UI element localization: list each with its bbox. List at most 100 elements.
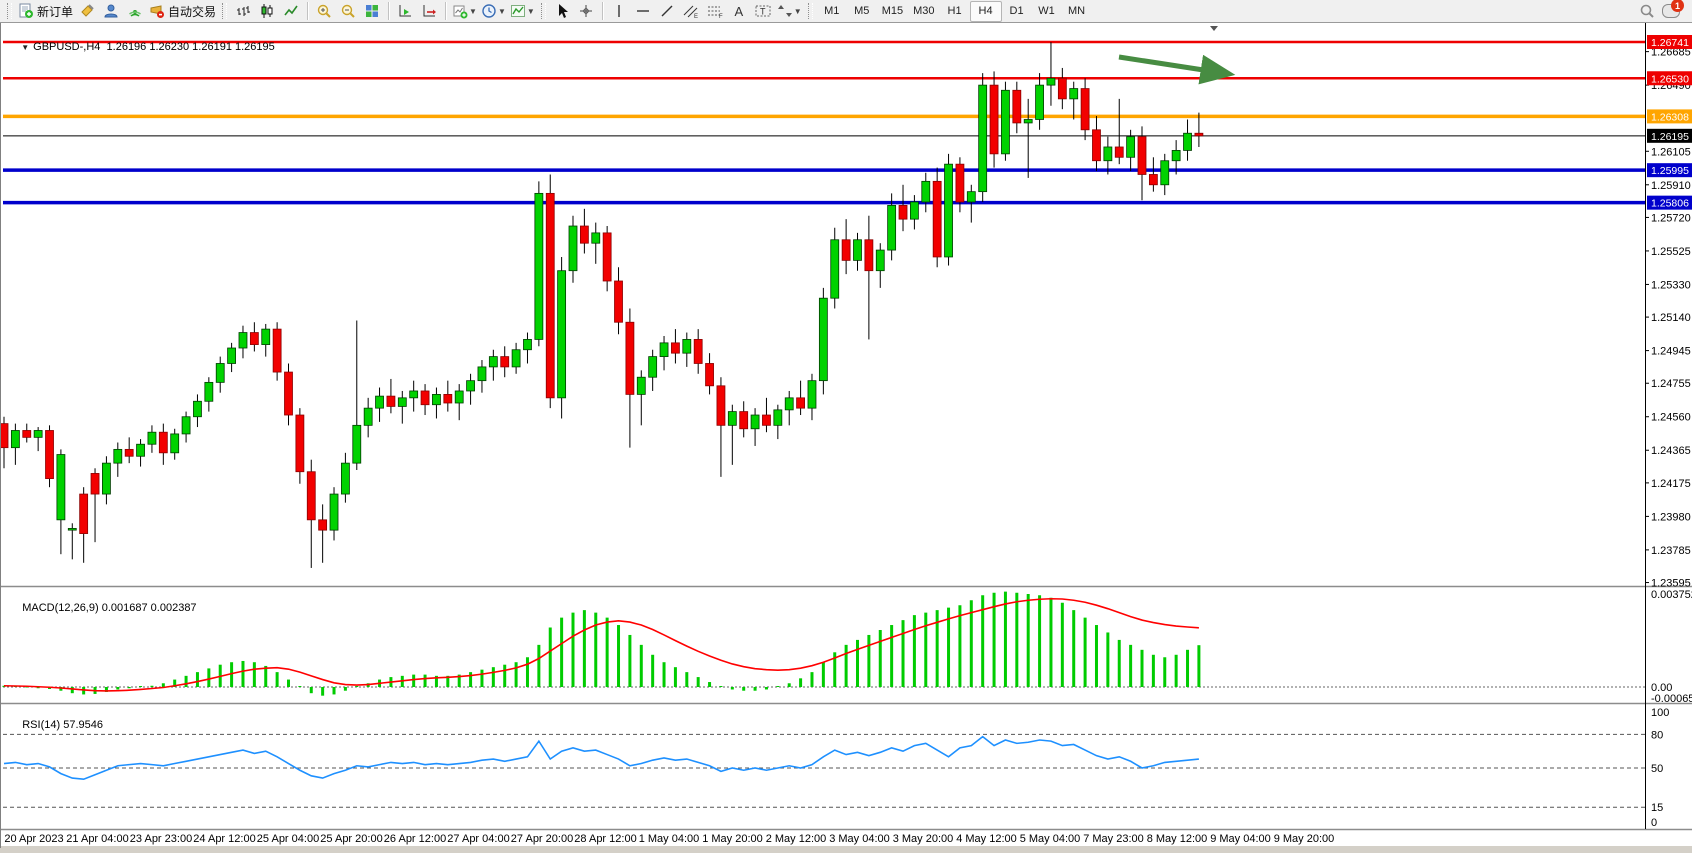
price-tick-label: 1.26685 xyxy=(1651,47,1691,59)
label-icon: T xyxy=(755,5,771,17)
tab-timeframe-h1[interactable]: H1 xyxy=(947,5,962,17)
svg-text:F: F xyxy=(719,14,723,19)
trend-arrow-annotation[interactable] xyxy=(1118,54,1236,85)
candle xyxy=(147,431,157,445)
tab-timeframe-w1[interactable]: W1 xyxy=(1038,5,1055,17)
candle xyxy=(511,349,521,368)
candle xyxy=(523,339,532,351)
notifications-icon: 1 xyxy=(1662,0,1684,18)
candle xyxy=(375,395,384,409)
rsi-axis-label: 80 xyxy=(1651,729,1663,741)
rsi-axis-label: 0 xyxy=(1651,817,1657,829)
candle xyxy=(329,493,339,531)
candle xyxy=(443,394,453,404)
candle xyxy=(420,390,430,406)
price-tick-label: 1.24945 xyxy=(1651,346,1691,358)
price-axis[interactable] xyxy=(1645,51,1649,584)
chart-background xyxy=(1,23,1692,848)
price-badge-label: 1.26741 xyxy=(1651,37,1689,49)
vertical-line-button[interactable] xyxy=(607,1,631,22)
candle xyxy=(659,342,669,358)
crosshair-button[interactable] xyxy=(574,1,598,22)
trendline-button[interactable] xyxy=(655,1,679,22)
fibonacci-button[interactable]: F xyxy=(703,1,727,22)
autotrading-icon xyxy=(150,5,165,18)
indicators-button[interactable]: ▼ xyxy=(508,1,537,22)
price-badge xyxy=(1647,128,1692,143)
autoscroll-button[interactable] xyxy=(393,1,417,22)
add-chart-button[interactable]: ▼ xyxy=(450,1,479,22)
candle xyxy=(1080,88,1090,131)
tab-timeframe-mn[interactable]: MN xyxy=(1067,5,1086,17)
tab-timeframe-m15[interactable]: M15 xyxy=(881,5,904,17)
profile-button[interactable] xyxy=(99,1,123,22)
line-chart-button[interactable] xyxy=(279,1,303,22)
toolbar-grip[interactable] xyxy=(807,3,813,19)
candle xyxy=(1160,160,1170,186)
notifications-button[interactable]: 1 xyxy=(1659,0,1684,22)
toolbar-grip[interactable] xyxy=(540,3,546,19)
tab-timeframe-m5[interactable]: M5 xyxy=(854,5,870,17)
candle xyxy=(841,239,851,261)
tile-windows-button[interactable] xyxy=(360,1,384,22)
text-button[interactable]: A xyxy=(727,1,751,22)
price-tick-label: 1.25720 xyxy=(1651,212,1691,224)
candle xyxy=(762,414,771,426)
candle xyxy=(409,390,419,399)
price-tick-label: 1.25525 xyxy=(1651,246,1691,258)
tab-timeframe-h4[interactable]: H4 xyxy=(969,0,1002,22)
candle xyxy=(1126,136,1136,158)
candle xyxy=(830,239,840,299)
zoom-in-button[interactable] xyxy=(312,1,336,22)
chart-canvas[interactable]: 1.266851.264901.261051.259101.257201.255… xyxy=(1,23,1692,848)
candle xyxy=(1035,84,1044,120)
toolbar-grip[interactable] xyxy=(7,3,12,19)
macd-value-signal: 0.002387 xyxy=(150,602,197,614)
tab-timeframe-d1[interactable]: D1 xyxy=(1009,5,1024,17)
cursor-icon xyxy=(558,4,568,18)
chart-window[interactable]: 1.26685 1.26490 1.26105 1.25910 1.25720 1.255… xyxy=(0,23,1692,848)
candle xyxy=(397,397,407,407)
brush-button[interactable] xyxy=(75,1,99,22)
tab-timeframe-m30[interactable]: M30 xyxy=(913,5,935,17)
candle xyxy=(682,339,692,354)
candlestick-button[interactable] xyxy=(255,1,279,22)
label-button[interactable]: T xyxy=(751,1,775,22)
candle xyxy=(45,430,54,479)
rsi-label: RSI(14) 57.9546 xyxy=(10,707,103,743)
time-tick-label: 2 May 12:00 xyxy=(766,833,827,845)
price-tick-label: 1.25910 xyxy=(1651,180,1691,192)
candle xyxy=(466,380,475,392)
price-badge-label: 1.26530 xyxy=(1651,73,1689,85)
price-tick-label: 1.23980 xyxy=(1651,511,1691,523)
chevron-down-icon: ▼ xyxy=(793,6,802,16)
candle xyxy=(716,385,726,426)
tab-timeframe-m1[interactable]: M1 xyxy=(824,5,840,17)
search-button[interactable] xyxy=(1635,1,1659,22)
signal-icon xyxy=(129,10,141,17)
candle xyxy=(864,239,874,272)
candle xyxy=(727,411,737,426)
bar-chart-button[interactable] xyxy=(231,1,255,22)
symbol-dropdown-icon[interactable]: ▼ xyxy=(21,43,30,52)
candle xyxy=(249,332,259,345)
fibonacci-icon: F xyxy=(707,6,723,19)
channel-button[interactable]: E xyxy=(679,1,703,22)
chart-shift-button[interactable] xyxy=(417,1,441,22)
channel-icon: E xyxy=(683,5,698,19)
signal-button[interactable] xyxy=(123,1,147,22)
horizontal-line-button[interactable] xyxy=(631,1,655,22)
price-level-lines[interactable] xyxy=(3,40,1645,205)
new-order-label: 新订单 xyxy=(37,4,74,19)
toolbar-grip[interactable] xyxy=(222,3,228,19)
candle xyxy=(921,180,931,203)
cursor-button[interactable] xyxy=(550,1,574,22)
autotrading-button[interactable]: 自动交易 xyxy=(147,1,218,22)
period-clock-button[interactable]: ▼ xyxy=(479,1,508,22)
shapes-button[interactable]: ▼ xyxy=(775,1,804,22)
candle xyxy=(1171,150,1181,162)
zoom-out-button[interactable] xyxy=(336,1,360,22)
candle xyxy=(853,239,862,261)
new-order-button[interactable]: 新订单 xyxy=(16,1,75,22)
time-tick-label: 8 May 12:00 xyxy=(1147,833,1208,845)
